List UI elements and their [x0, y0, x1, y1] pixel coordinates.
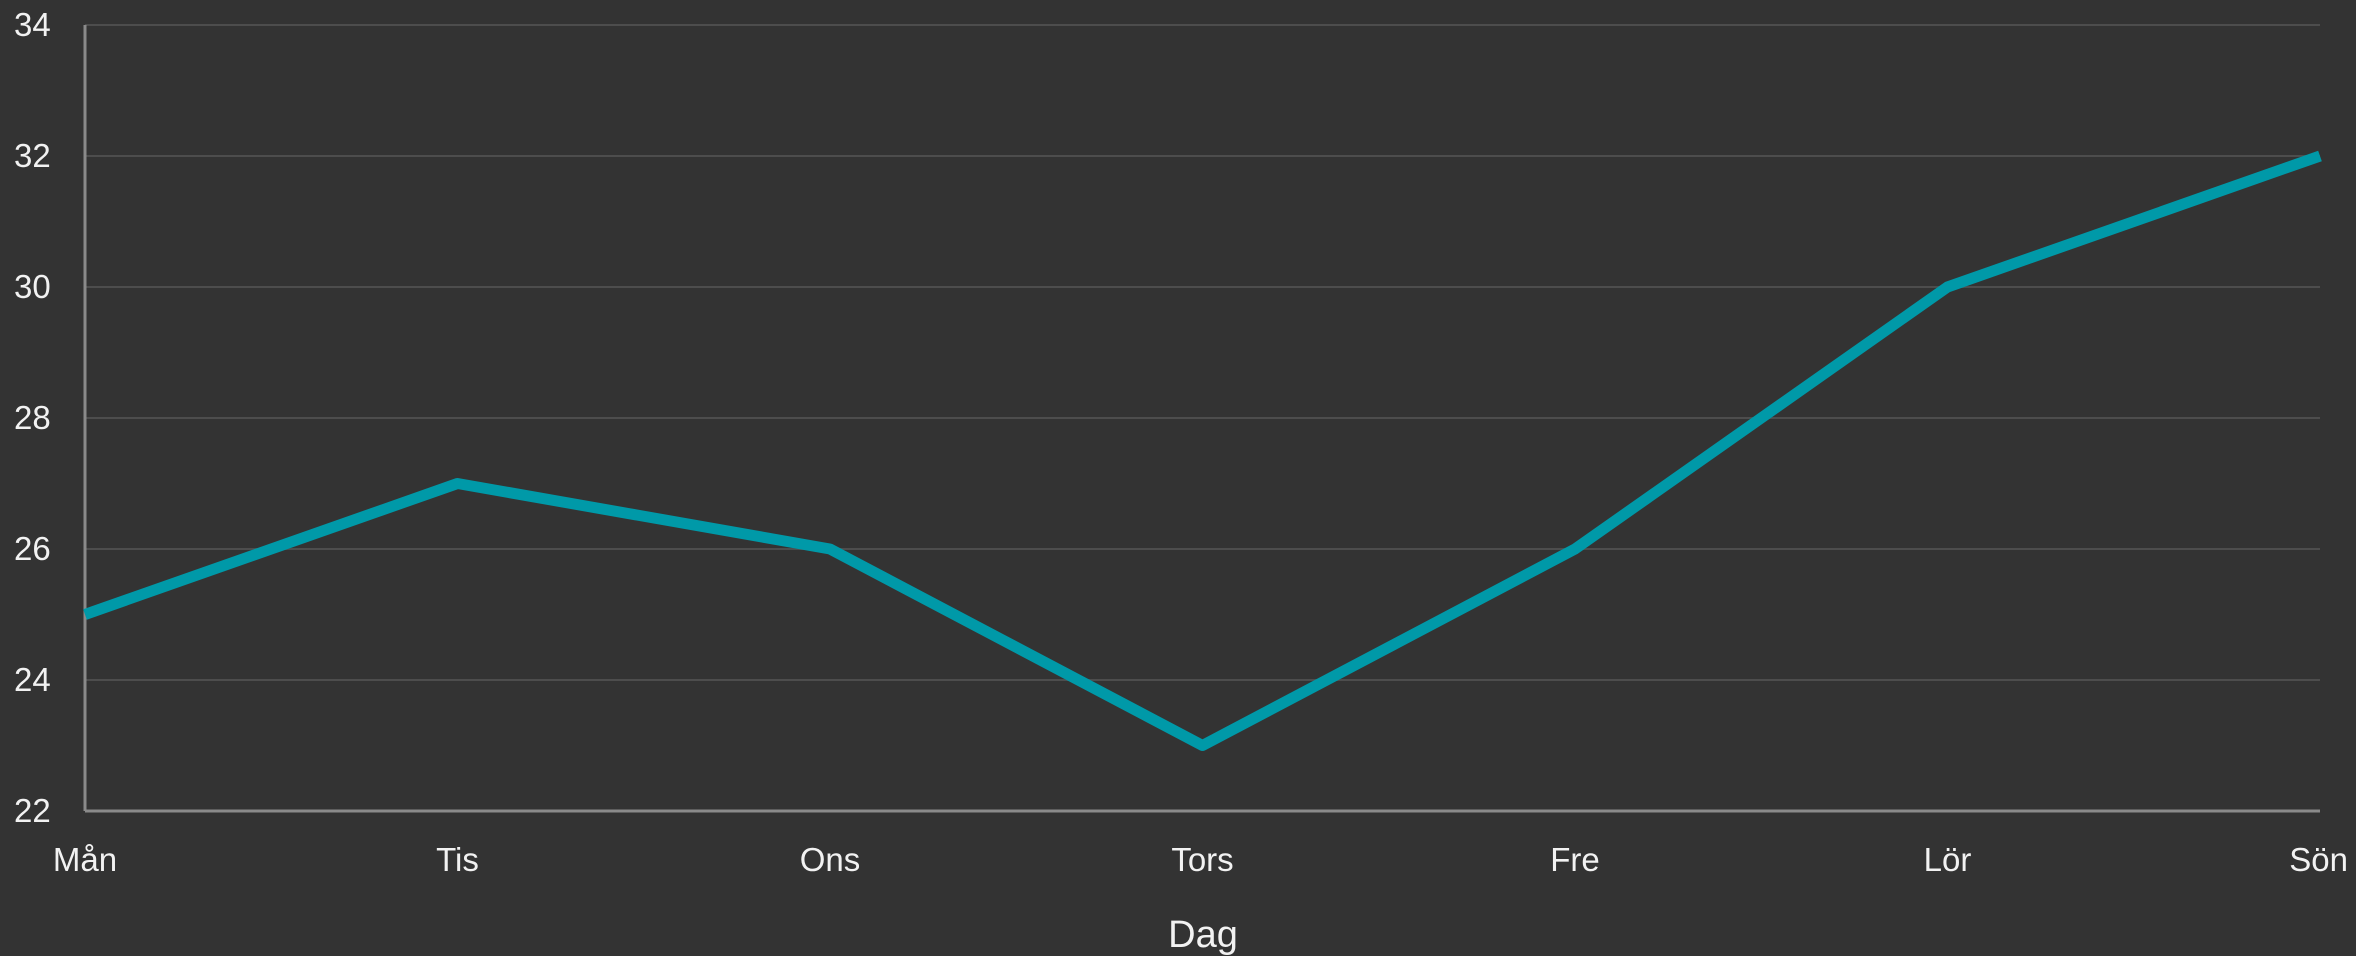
- y-tick-label: 34: [14, 6, 51, 43]
- y-tick-label: 32: [14, 137, 51, 174]
- y-tick-labels: 22 24 26 28 30 32 34: [14, 6, 51, 829]
- x-tick-label: Tis: [436, 841, 479, 878]
- series-line: [83, 150, 2322, 751]
- axes: [83, 25, 2320, 813]
- y-tick-label: 26: [14, 530, 51, 567]
- y-tick-label: 24: [14, 661, 51, 698]
- x-tick-label: Ons: [800, 841, 861, 878]
- series: [83, 150, 2322, 751]
- x-tick-label: Tors: [1171, 841, 1233, 878]
- x-tick-label: Sön: [2289, 841, 2348, 878]
- x-tick-labels: Mån Tis Ons Tors Fre Lör Sön: [53, 841, 2348, 878]
- x-tick-label: Lör: [1924, 841, 1972, 878]
- x-tick-label: Mån: [53, 841, 117, 878]
- y-tick-label: 28: [14, 399, 51, 436]
- grid-lines: [85, 24, 2320, 681]
- y-tick-label: 22: [14, 792, 51, 829]
- x-axis-title: Dag: [1168, 914, 1238, 956]
- x-tick-label: Fre: [1550, 841, 1600, 878]
- y-tick-label: 30: [14, 268, 51, 305]
